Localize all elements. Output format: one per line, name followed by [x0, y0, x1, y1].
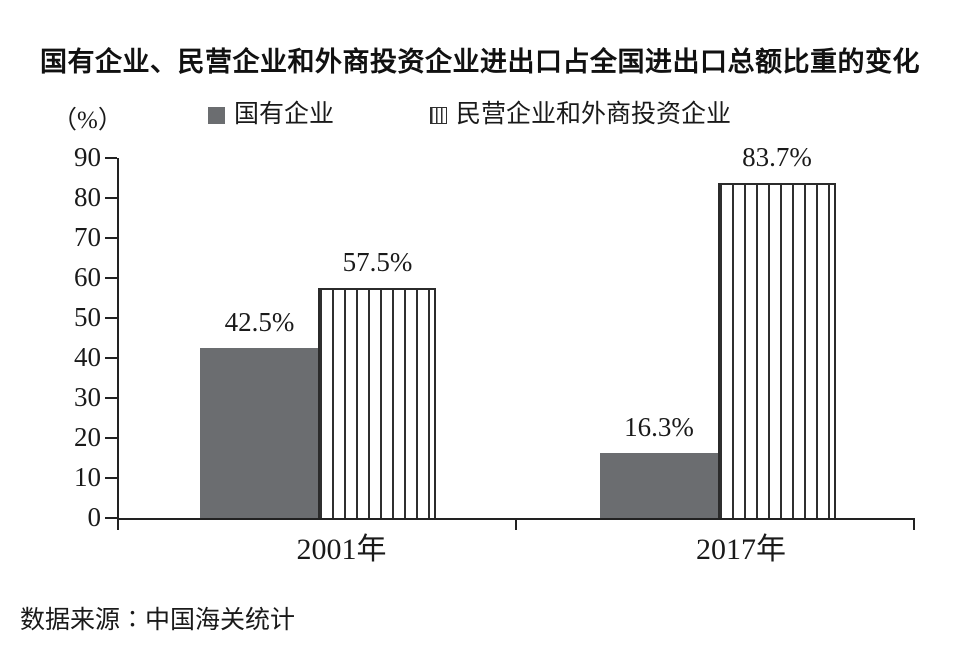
bar-value-label: 16.3%: [624, 411, 694, 442]
x-axis-category-label: 2001年: [296, 533, 387, 566]
bar-state-owned-2017年: [599, 452, 718, 518]
chart-title: 国有企业、民营企业和外商投资企业进出口占全国进出口总额比重的变化: [40, 47, 920, 77]
y-axis-unit-label: （%）: [52, 107, 123, 134]
y-axis-tick-label: 20: [74, 421, 101, 452]
y-axis-tick: [105, 317, 117, 319]
y-axis-tick: [105, 357, 117, 359]
y-axis-tick-label: 0: [87, 501, 102, 532]
x-axis-origin-tick: [117, 518, 119, 530]
bar-value-label: 57.5%: [342, 247, 413, 277]
x-axis-tick: [913, 518, 915, 530]
y-axis-tick: [105, 437, 117, 439]
legend-item-state-owned: 国有企业: [208, 100, 334, 130]
y-axis-tick-label: 70: [74, 221, 101, 252]
y-axis-tick-label: 60: [74, 261, 101, 292]
y-axis-tick: [105, 277, 117, 279]
source-note: 数据来源∶中国海关统计: [20, 607, 296, 634]
legend-label-private-foreign: 民营企业和外商投资企业: [456, 101, 732, 128]
y-axis-tick: [105, 477, 117, 479]
legend-swatch-solid-icon: [208, 106, 225, 124]
y-axis-tick-label: 30: [74, 381, 101, 412]
legend: 国有企业 民营企业和外商投资企业: [208, 100, 731, 130]
legend-swatch-striped-icon: [430, 106, 448, 124]
legend-label-state-owned: 国有企业: [234, 101, 335, 128]
bar-private-foreign-2001年: [318, 288, 437, 518]
x-axis-tick: [515, 518, 517, 530]
y-axis-tick: [105, 197, 117, 199]
y-axis-tick-label: 10: [74, 461, 101, 492]
bar-state-owned-2001年: [200, 348, 319, 518]
y-axis-tick-label: 40: [74, 341, 101, 372]
y-axis-tick: [105, 517, 117, 519]
y-axis-tick-label: 50: [74, 301, 101, 332]
x-axis-category-label: 2017年: [695, 533, 786, 566]
y-axis-tick: [105, 157, 117, 159]
y-axis-tick: [105, 237, 117, 239]
bar-private-foreign-2017年: [717, 183, 836, 518]
y-axis-tick-label: 90: [74, 141, 101, 172]
plot-area: 0 10 20 30 40 50 60 70 80 90 42.5% 57.5% 2001年 16.3% 8…: [74, 143, 915, 565]
bar-value-label: 83.7%: [742, 142, 812, 173]
bar-value-label: 42.5%: [224, 307, 295, 337]
y-axis-tick: [105, 397, 117, 399]
legend-item-private-foreign: 民营企业和外商投资企业: [430, 100, 731, 130]
y-axis-tick-label: 80: [74, 181, 101, 212]
